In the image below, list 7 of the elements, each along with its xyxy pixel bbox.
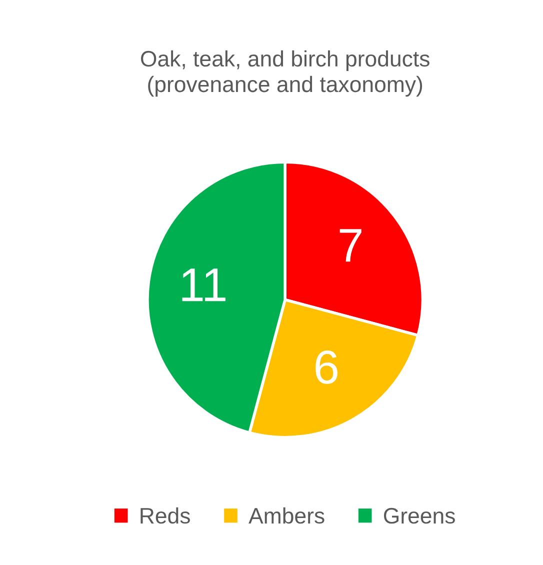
legend-label: Ambers <box>248 507 324 524</box>
legend-label: Reds <box>140 507 190 524</box>
data-label: 11 <box>182 268 226 302</box>
data-label: 6 <box>316 350 338 384</box>
legend-label: Greens <box>384 508 455 524</box>
chart-title: Oak, teak, and birch products (provenance and taxonomy) <box>141 50 430 97</box>
data-label: 7 <box>340 229 362 262</box>
